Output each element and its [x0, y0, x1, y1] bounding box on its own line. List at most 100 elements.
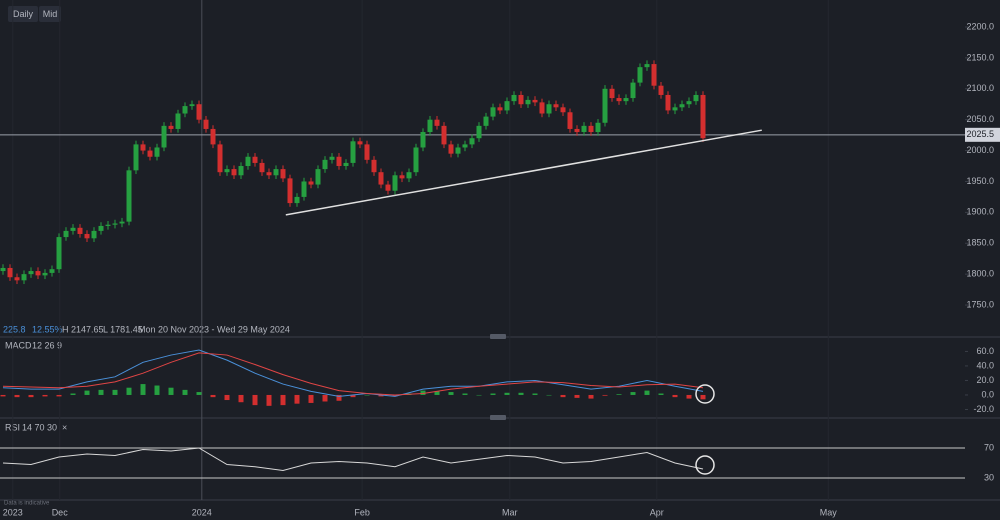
y-tick-label: 1850.0: [966, 238, 994, 248]
macd-histogram-bar: [252, 394, 258, 406]
candle-body: [539, 102, 545, 114]
candle-body: [378, 172, 384, 185]
candle-body: [525, 99, 531, 105]
macd-histogram-bar: [140, 384, 146, 395]
candle-body: [147, 150, 153, 157]
candle-body: [413, 147, 419, 173]
candle-body: [231, 169, 237, 176]
candle-body: [546, 104, 552, 114]
candle-body: [217, 144, 223, 173]
y-tick-label: 1800.0: [966, 269, 994, 279]
candle-body: [42, 272, 48, 276]
candle-body: [119, 221, 125, 224]
macd-histogram-bar: [266, 394, 272, 406]
candle-body: [182, 106, 188, 114]
candle-body: [273, 169, 279, 176]
candle-body: [350, 141, 356, 163]
candle-body: [35, 271, 41, 276]
candle-body: [399, 175, 405, 179]
macd-histogram-bar: [364, 394, 370, 396]
macd-histogram-bar: [420, 390, 426, 395]
candle-body: [287, 178, 293, 204]
candle-body: [693, 94, 699, 102]
candle-body: [49, 269, 55, 273]
info-change-pct: 12.55%: [32, 324, 63, 334]
candle-body: [252, 156, 258, 163]
candle-body: [329, 156, 335, 160]
x-tick-label: Apr: [650, 507, 664, 517]
toolbar-button[interactable]: [39, 6, 61, 22]
macd-histogram-bar: [686, 394, 692, 399]
toolbar-label[interactable]: Daily: [13, 9, 34, 19]
candle-body: [266, 172, 272, 176]
macd-histogram-bar: [658, 393, 664, 395]
candle-body: [700, 94, 706, 139]
candle-body: [658, 85, 664, 95]
candle-body: [105, 224, 111, 226]
candle-body: [630, 82, 636, 99]
toolbar-label[interactable]: Mid: [43, 9, 58, 19]
candle-body: [0, 267, 6, 272]
close-icon[interactable]: ×: [62, 422, 67, 432]
resize-handle[interactable]: [490, 334, 506, 339]
candle-body: [679, 104, 685, 108]
macd-histogram-bar: [280, 394, 286, 406]
candle-body: [154, 147, 160, 157]
candle-body: [140, 144, 146, 151]
candle-body: [77, 227, 83, 234]
macd-histogram-bar: [574, 394, 580, 398]
candle-body: [637, 67, 643, 83]
candle-body: [595, 122, 601, 133]
indicator-params: 12 26 9: [32, 340, 62, 350]
candle-body: [56, 237, 62, 270]
y-tick-label: 2050.0: [966, 114, 994, 124]
info-low: L 1781.45: [103, 324, 143, 334]
candle-body: [70, 227, 76, 231]
candle-body: [28, 271, 34, 275]
candle-body: [385, 184, 391, 191]
x-tick-label: 2023: [3, 507, 23, 517]
macd-histogram-bar: [392, 394, 398, 397]
candle-body: [371, 159, 377, 173]
candle-body: [322, 159, 328, 170]
candle-body: [490, 107, 496, 117]
macd-histogram-bar: [448, 392, 454, 395]
candle-body: [280, 169, 286, 179]
candle-body: [455, 147, 461, 154]
candle-body: [623, 98, 629, 102]
macd-histogram-bar: [28, 394, 34, 398]
macd-histogram-bar: [14, 394, 20, 398]
indicator-label: MACD: [5, 340, 32, 350]
resize-handle[interactable]: [490, 415, 506, 420]
macd-histogram-bar: [546, 394, 552, 396]
toolbar-button[interactable]: [8, 6, 38, 22]
x-tick-label: Dec: [52, 507, 69, 517]
candle-body: [14, 277, 20, 281]
macd-histogram-bar: [42, 394, 48, 397]
candle-body: [168, 125, 174, 129]
y-tick-label: -20.0: [973, 404, 994, 414]
macd-histogram-bar: [294, 394, 300, 404]
macd-histogram-bar: [182, 389, 188, 395]
y-tick-label: 2000.0: [966, 145, 994, 155]
candle-body: [574, 128, 580, 133]
candle-body: [511, 94, 517, 102]
candle-body: [343, 162, 349, 167]
candle-body: [133, 144, 139, 171]
candle-body: [210, 128, 216, 145]
macd-histogram-bar: [504, 392, 510, 395]
macd-histogram-bar: [462, 393, 468, 395]
candle-body: [84, 233, 90, 239]
macd-histogram-bar: [602, 394, 608, 396]
macd-histogram-bar: [378, 394, 384, 397]
footnote: Data is indicative: [4, 501, 50, 507]
rsi-line: [2, 447, 704, 472]
macd-histogram-bar: [532, 393, 538, 395]
candle-body: [21, 274, 27, 281]
macd-histogram-bar: [224, 394, 230, 401]
candle-body: [469, 138, 475, 145]
macd-histogram-bar: [308, 394, 314, 403]
